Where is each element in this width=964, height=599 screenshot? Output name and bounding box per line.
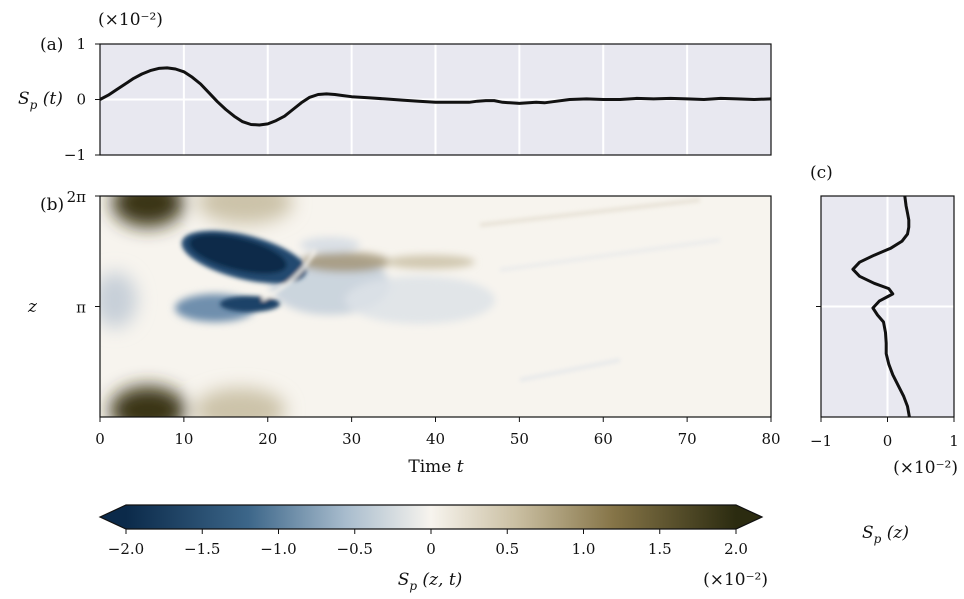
panel-b: (b) z — [27, 188, 781, 477]
colorbar-tick-label: 1.5 — [648, 540, 672, 558]
panel-c-label: (c) — [810, 163, 833, 183]
colorbar-tick-label: 0.5 — [495, 540, 519, 558]
colorbar-tick-label: 0 — [426, 540, 436, 558]
colorbar-tick-label: −1.0 — [260, 540, 296, 558]
panel-a-scale-note: (×10⁻²) — [98, 10, 163, 30]
panel-c-frame — [820, 195, 955, 418]
panel-a-ytick-label: 0 — [76, 91, 86, 109]
panel-b-xtick-label: 70 — [678, 430, 697, 448]
heatmap-field — [100, 196, 721, 417]
panel-b-xtick-label: 0 — [95, 430, 105, 448]
panel-a: (×10⁻²) (a) Sp (t) 1 0 −1 — [18, 10, 772, 164]
colorbar-scale-note: (×10⁻²) — [703, 570, 768, 590]
panel-c-xticks: −1 0 1 — [810, 417, 959, 450]
panel-b-xtick-label: 60 — [594, 430, 613, 448]
panel-b-ytick-label: π — [76, 299, 86, 317]
panel-a-frame — [99, 43, 772, 156]
panel-c-gridlines — [816, 196, 954, 417]
panel-b-xtick-label: 30 — [342, 430, 361, 448]
panel-c-xlabel: Sp (z) — [862, 523, 909, 546]
panel-a-series-line — [99, 66, 772, 127]
panel-b-xtick-label: 10 — [174, 430, 193, 448]
panel-b-xtick-label: 50 — [510, 430, 529, 448]
panel-b-xtick-label: 20 — [258, 430, 277, 448]
colorbar-high-extend-arrow — [736, 505, 762, 529]
panel-b-ytick-label: 2π — [67, 188, 87, 206]
panel-b-xlabel: Time t — [408, 457, 463, 477]
panel-a-ytick-label: 1 — [76, 35, 86, 53]
panel-b-yticks: 2π π — [67, 188, 100, 317]
panel-c: (c) −1 0 1 (×10⁻²) Sp (z) — [810, 163, 959, 546]
colorbar: −2.0 −1.5 −1.0 −0.5 0 0.5 1.0 1.5 2.0 Sp (z, t) … — [98, 504, 768, 593]
panel-c-series-line — [851, 195, 911, 418]
colorbar-ticks: −2.0 −1.5 −1.0 −0.5 0 0.5 1.0 1.5 2.0 — [108, 529, 748, 558]
panel-a-ytick-label: −1 — [64, 146, 86, 164]
panel-c-xtick-label: −1 — [810, 432, 832, 450]
panel-a-yticks: 1 0 −1 — [64, 35, 100, 164]
panel-b-xtick-label: 80 — [761, 430, 780, 448]
colorbar-tick-label: 2.0 — [724, 540, 748, 558]
colorbar-tick-label: −0.5 — [337, 540, 373, 558]
colorbar-low-extend-arrow — [100, 505, 126, 529]
colorbar-label: Sp (z, t) — [398, 570, 463, 593]
panel-b-ylabel: z — [27, 297, 38, 317]
colorbar-tick-label: −2.0 — [108, 540, 144, 558]
panel-b-label: (b) — [40, 195, 64, 215]
panel-b-xtick-label: 40 — [426, 430, 445, 448]
panel-c-xtick-label: 1 — [949, 432, 959, 450]
colorbar-tick-label: 1.0 — [572, 540, 596, 558]
colorbar-tick-label: −1.5 — [184, 540, 220, 558]
panel-a-label: (a) — [40, 35, 63, 55]
panel-c-scale-note: (×10⁻²) — [893, 458, 958, 478]
panel-b-xticks: 0 10 20 30 40 50 60 70 80 — [95, 417, 781, 448]
panel-b-frame — [99, 195, 772, 418]
panel-a-ylabel: Sp (t) — [18, 89, 63, 112]
panel-c-xtick-label: 0 — [883, 432, 893, 450]
colorbar-gradient — [126, 505, 736, 529]
